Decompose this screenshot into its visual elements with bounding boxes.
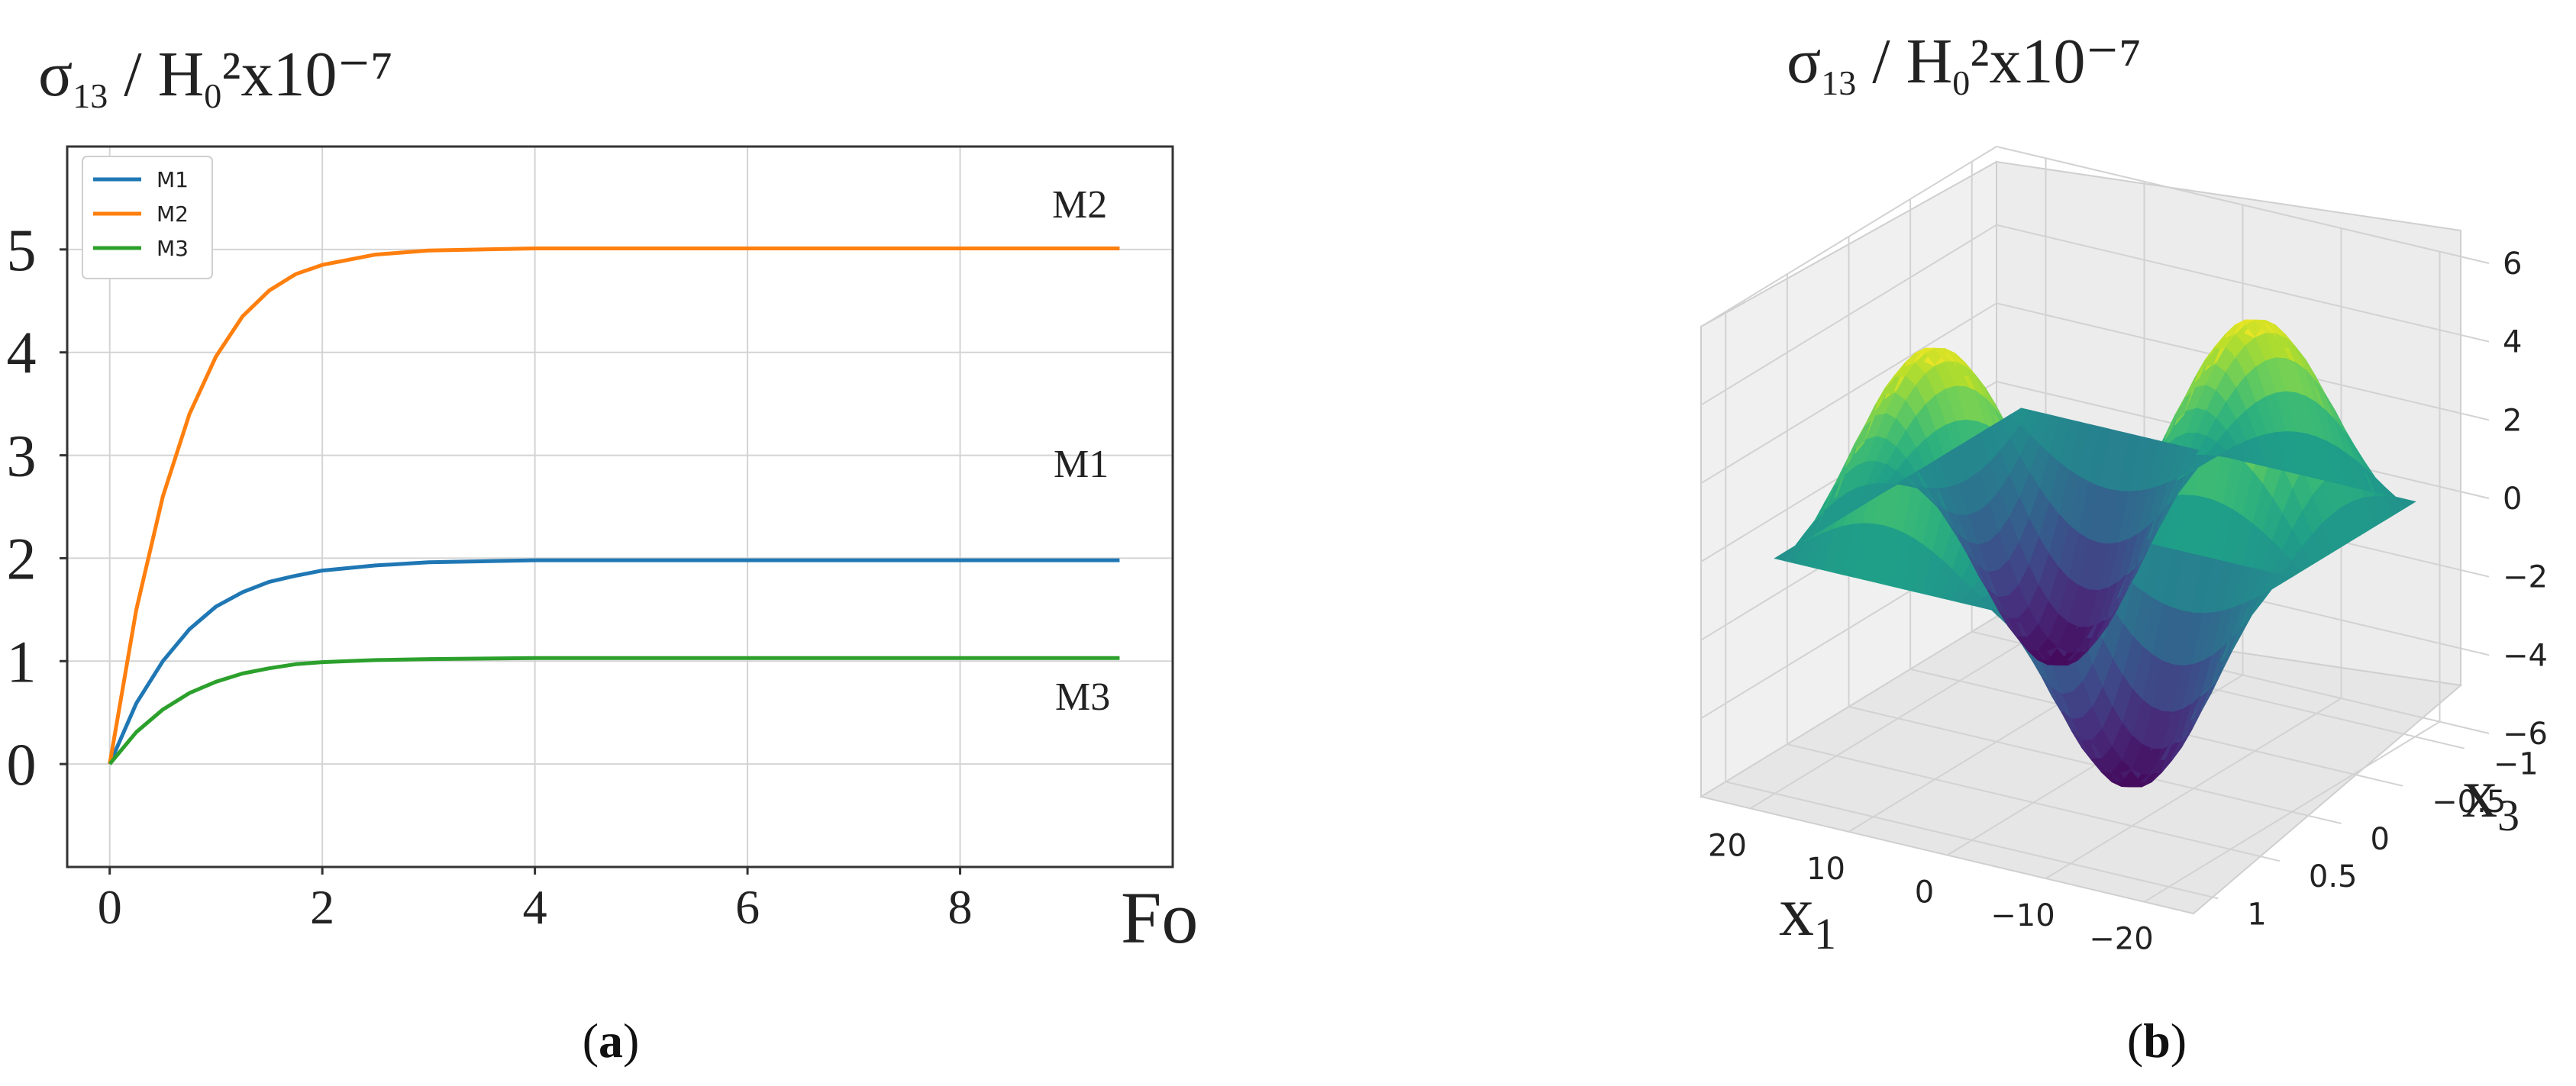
- x-tick-label: 8: [948, 880, 973, 934]
- legend-label-m1: M1: [157, 167, 189, 192]
- x1-tick-label: 0: [1915, 875, 1934, 910]
- surface-mesh: [1774, 319, 2416, 788]
- panel-a-x-ticks: 0 2 4 6 8: [98, 867, 973, 934]
- x1-tick-label: 20: [1708, 828, 1747, 863]
- z-tick-label: 2: [2503, 403, 2522, 438]
- legend-box: [82, 156, 213, 279]
- panel-a-legend: M1 M2 M3: [82, 156, 213, 279]
- panel-a-plot-frame: [66, 145, 1174, 868]
- z-tick-label: 4: [2503, 325, 2522, 360]
- y-tick-label: 5: [7, 217, 37, 283]
- panel-a-caption: (a): [583, 1013, 640, 1068]
- y-tick-label: 2: [7, 525, 37, 591]
- z-tick-label: −4: [2503, 638, 2548, 673]
- z-tick-label: −2: [2503, 560, 2548, 595]
- panel-b-x1-ticks: 20 10 0 −10 −20: [1708, 828, 2154, 956]
- x3-tick-label: 0.5: [2309, 859, 2358, 894]
- panel-a-grid: [67, 147, 1173, 867]
- pane-grid-line: [1725, 781, 2219, 900]
- panel-a-curve-labels: M2 M1 M3: [1052, 183, 1110, 719]
- panel-b-pane-grid: [1700, 146, 2490, 903]
- pane-grid-line: [1787, 743, 2281, 862]
- surface-facet: [2394, 497, 2416, 509]
- x3-tick-label: −1: [2494, 747, 2539, 782]
- panel-b-caption: (b): [2127, 1013, 2187, 1068]
- x1-tick-label: −20: [2089, 922, 2153, 957]
- x-tick-label: 4: [523, 880, 547, 934]
- x-tick-label: 0: [98, 880, 122, 934]
- panel-a-series: [108, 247, 1120, 765]
- x3-tick-label: 0: [2371, 822, 2390, 857]
- x3-tick-label: −0.5: [2432, 785, 2506, 820]
- x1-tick-label: 10: [1806, 852, 1845, 887]
- y-tick-label: 4: [7, 320, 37, 386]
- z-tick-label: −6: [2503, 717, 2548, 752]
- x1-tick-label: −10: [1990, 898, 2055, 933]
- panel-a-y-ticks: 0 1 2 3 4 5: [7, 217, 67, 798]
- x3-tick-label: 1: [2247, 897, 2266, 932]
- pane-grid-line: [1848, 706, 2342, 824]
- x-tick-label: 6: [735, 880, 760, 934]
- y-tick-label: 1: [7, 628, 37, 694]
- panel-a-y-axis-title: σ13 / H0²x10⁻⁷: [38, 39, 393, 115]
- series-line-m3: [108, 656, 1120, 765]
- panel-b-z-ticks: 6 4 2 0 −2 −4 −6: [2503, 247, 2548, 752]
- y-tick-label: 0: [7, 731, 37, 798]
- y-tick-label: 3: [7, 423, 37, 489]
- panel-b-x1-axis-title: x1: [1779, 872, 1836, 959]
- panel-a-x-axis-title: Fo: [1121, 877, 1198, 959]
- panel-b-x3-axis-title: x3: [2462, 754, 2520, 840]
- curve-label-m3: M3: [1055, 675, 1110, 719]
- curve-label-m1: M1: [1054, 443, 1109, 486]
- z-tick-label: 0: [2503, 482, 2522, 517]
- series-line-m2: [108, 247, 1120, 765]
- z-tick-label: 6: [2503, 247, 2522, 282]
- legend-label-m3: M3: [157, 236, 189, 261]
- curve-label-m2: M2: [1052, 183, 1107, 227]
- x-tick-label: 2: [310, 880, 334, 934]
- series-line-m1: [108, 558, 1120, 765]
- panel-a-line-chart: σ13 / H0²x10⁻⁷ 0 1 2 3 4 5 0 2 4 6 8 Fo M1 M2 M3 M2…: [7, 39, 1199, 1068]
- panel-b-x3-ticks: 1 0.5 0 −0.5−1: [2247, 747, 2538, 933]
- panel-b-title: σ13 / H0²x10⁻⁷: [1787, 26, 2142, 102]
- legend-label-m2: M2: [157, 201, 189, 227]
